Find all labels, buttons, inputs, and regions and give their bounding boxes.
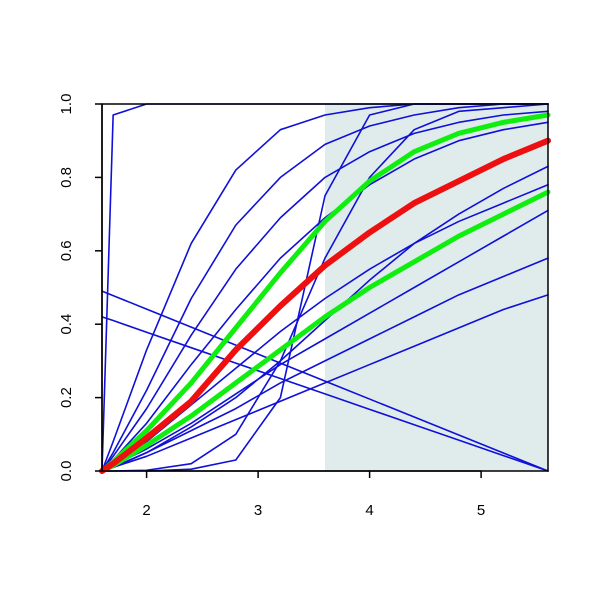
y-tick-label: 1.0 xyxy=(58,94,75,115)
y-tick-label: 0.8 xyxy=(58,167,75,188)
curve xyxy=(101,110,549,472)
x-tick-label: 4 xyxy=(365,502,373,519)
curve xyxy=(99,137,551,474)
curve xyxy=(101,316,549,472)
x-tick-label: 5 xyxy=(477,502,485,519)
y-tick-label: 0.6 xyxy=(58,240,75,261)
y-tick-label: 0.2 xyxy=(58,387,75,408)
x-tick-label: 3 xyxy=(254,502,262,519)
curve xyxy=(101,103,549,472)
curve xyxy=(99,189,551,474)
curve xyxy=(101,209,549,472)
curve xyxy=(101,121,549,472)
curve xyxy=(101,290,549,472)
y-tick-label: 0.4 xyxy=(58,314,75,335)
curve xyxy=(99,112,551,474)
y-tick-label: 0.0 xyxy=(58,461,75,482)
curve xyxy=(101,294,549,472)
x-tick-label: 2 xyxy=(142,502,150,519)
